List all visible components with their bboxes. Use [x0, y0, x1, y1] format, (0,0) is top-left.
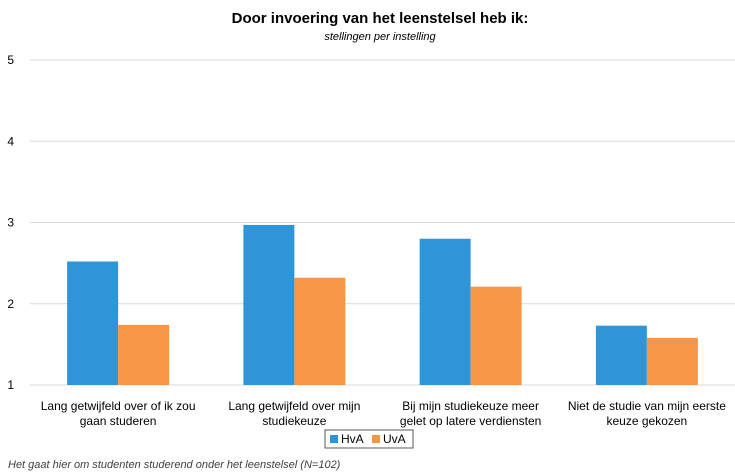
bar-hva: [595, 325, 647, 385]
chart-subtitle: stellingen per instelling: [324, 31, 436, 43]
legend-box: [324, 429, 414, 449]
bar-uva: [294, 277, 346, 385]
category-label-line: gelet op latere verdiensten: [400, 414, 541, 428]
bars: [67, 224, 698, 385]
category-label: Niet de studie van mijn eerste keuze geko…: [568, 399, 726, 428]
category-label: Lang getwijfeld over of ik zou gaan stude…: [41, 399, 196, 428]
bar-uva: [118, 324, 170, 385]
bar-uva: [470, 286, 522, 385]
chart-title: Door invoering van het leenstelsel heb i…: [232, 10, 529, 27]
bar-uva: [646, 337, 698, 385]
y-tick-label: 4: [7, 134, 14, 148]
legend-label-uva: UvA: [383, 432, 406, 446]
y-tick-label: 2: [7, 297, 14, 311]
category-labels: Lang getwijfeld over of ik zou gaan stude…: [41, 399, 726, 428]
bar-hva: [419, 238, 471, 385]
category-label-line: Lang getwijfeld over of ik zou: [41, 399, 196, 413]
category-label-line: Lang getwijfeld over mijn: [228, 399, 360, 413]
y-tick-label: 1: [7, 378, 14, 392]
footnote: Het gaat hier om studenten studerend ond…: [8, 459, 341, 471]
bar-hva: [243, 224, 295, 385]
y-axis-ticks: 1 2 3 4 5: [7, 53, 14, 392]
legend-label-hva: HvA: [341, 432, 364, 446]
category-label-line: Niet de studie van mijn eerste: [568, 399, 726, 413]
category-label-line: gaan studeren: [80, 414, 157, 428]
category-label-line: keuze gekozen: [607, 414, 688, 428]
category-label: Bij mijn studiekeuze meer gelet op latere…: [400, 399, 541, 428]
y-tick-label: 3: [7, 216, 14, 230]
legend: HvA UvA: [324, 429, 414, 449]
category-label-line: studiekeuze: [262, 414, 326, 428]
category-label-line: Bij mijn studiekeuze meer: [402, 399, 539, 413]
legend-swatch-uva: [372, 435, 380, 443]
bar-hva: [67, 261, 119, 385]
y-tick-label: 5: [7, 53, 14, 67]
legend-swatch-hva: [330, 435, 338, 443]
category-label: Lang getwijfeld over mijn studiekeuze: [228, 399, 360, 428]
